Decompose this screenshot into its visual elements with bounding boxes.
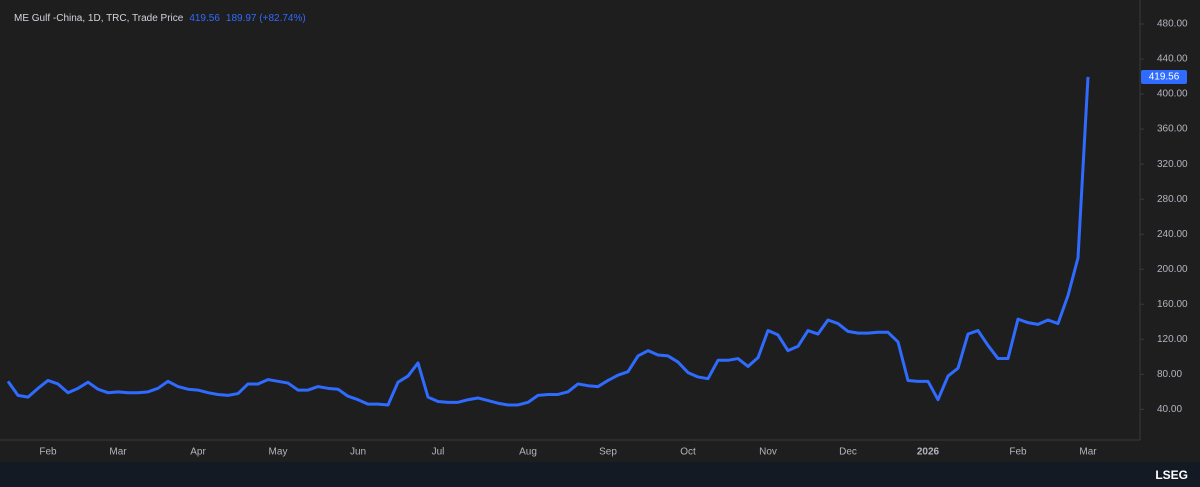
y-tick-label: 320.00 [1157, 159, 1188, 170]
y-tick-label: 120.00 [1157, 334, 1188, 345]
footer: LSEG [0, 462, 1200, 487]
y-tick-label: 240.00 [1157, 229, 1188, 240]
chart: 40.00 80.00 120.00 160.00 200.00 240.00 280.00… [0, 0, 1188, 458]
x-tick-label: May [269, 447, 288, 458]
x-tick-label: Oct [680, 447, 696, 458]
x-tick-label: Nov [759, 447, 777, 458]
x-tick-label: Jun [350, 447, 366, 458]
x-tick-label: Mar [1079, 447, 1097, 458]
x-tick-label: Apr [190, 447, 206, 458]
y-tick-label: 440.00 [1157, 54, 1188, 65]
y-tick-label: 400.00 [1157, 89, 1188, 100]
y-tick-label: 160.00 [1157, 299, 1188, 310]
x-tick-label: Feb [1009, 447, 1027, 458]
x-tick-label: Feb [39, 447, 57, 458]
last-price-label: 419.56 [1149, 72, 1180, 83]
change: 189.97 (+82.74%) [225, 13, 306, 24]
y-tick-label: 480.00 [1157, 19, 1188, 30]
last-price-box [1141, 69, 1187, 84]
x-tick-label: Aug [519, 447, 537, 458]
brand: LSEG [1155, 468, 1188, 482]
legend: ME Gulf -China, 1D, TRC, Trade Price 419… [14, 13, 306, 24]
y-tick-label: 80.00 [1157, 369, 1182, 380]
y-tick-label: 280.00 [1157, 194, 1188, 205]
x-tick-label: Mar [109, 447, 127, 458]
y-tick-label: 360.00 [1157, 124, 1188, 135]
x-tick-label: Jul [432, 447, 445, 458]
last-price: 419.56 [189, 13, 220, 24]
price-line [6, 76, 1090, 407]
chart-title: ME Gulf -China, 1D, TRC, Trade Price [14, 13, 184, 24]
x-tick-label: Dec [839, 447, 857, 458]
x-tick-label: 2026 [917, 447, 940, 458]
y-tick-label: 40.00 [1157, 404, 1182, 415]
x-tick-label: Sep [599, 447, 617, 458]
y-tick-label: 200.00 [1157, 264, 1188, 275]
